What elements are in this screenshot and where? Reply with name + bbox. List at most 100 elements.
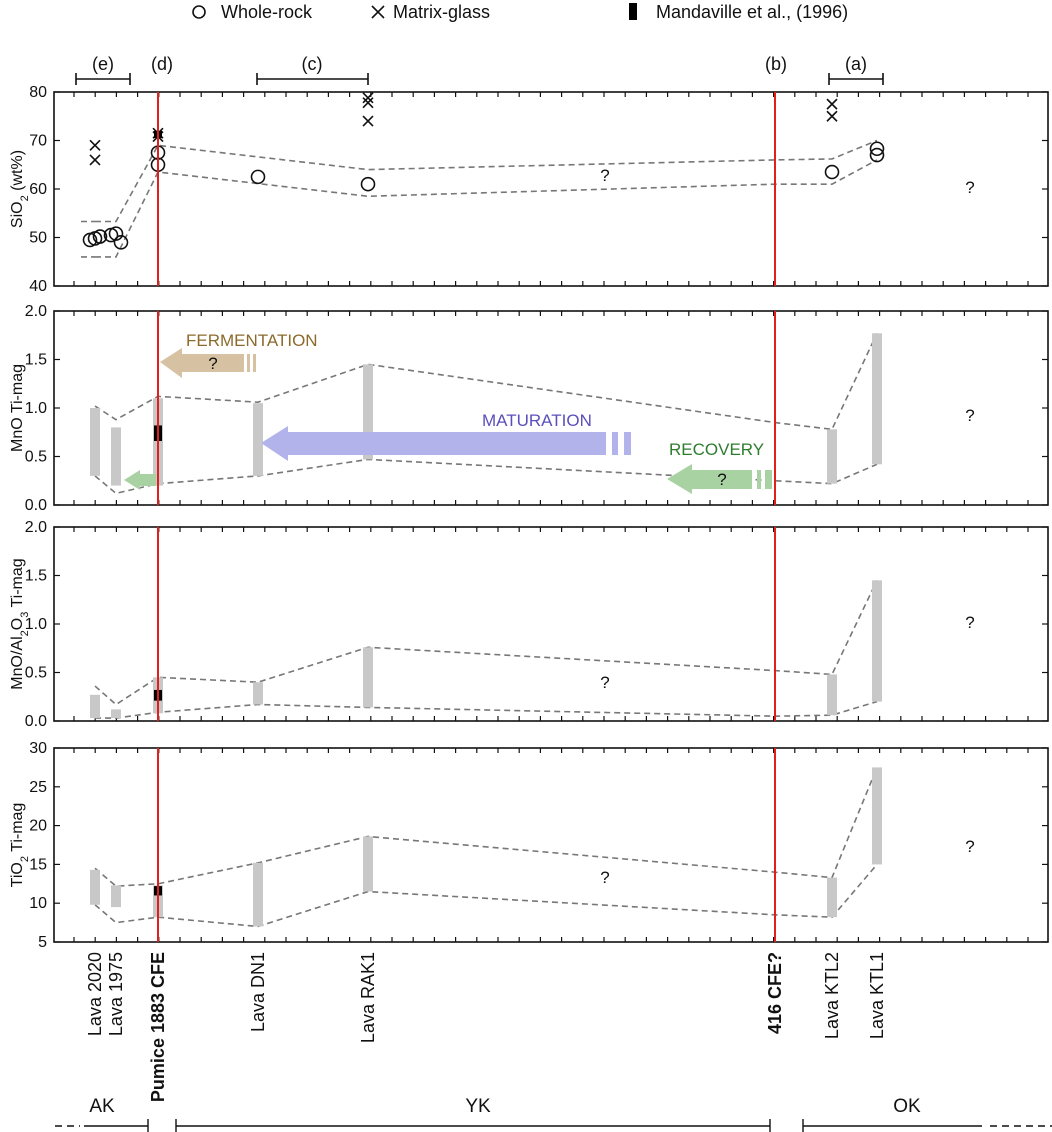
panel-3: 0.0 0.5 1.0 1.5 2.0 MnO/Al2O3 Ti-mag??: [9, 519, 1049, 730]
range-bar: [827, 429, 837, 484]
legend: Whole-rock Matrix-glass Mandaville et al…: [192, 2, 848, 22]
y-tick-label: 2.0: [25, 303, 47, 320]
period-label-a: (a): [845, 54, 867, 74]
matrix-glass-point: [826, 98, 838, 110]
question-mark: ?: [600, 166, 609, 185]
recovery-arrow: ?: [667, 464, 772, 494]
panel-2: 0.0 0.5 1.0 1.5 2.0 MnO Ti-mag?: [9, 303, 1049, 514]
envelope-lower: [94, 458, 878, 495]
envelope-lower: [95, 700, 878, 719]
whole-rock-point: [869, 141, 885, 157]
matrix-glass-point: [826, 110, 838, 122]
period-label-d: (d): [151, 54, 173, 74]
range-bar: [872, 767, 882, 865]
sample-label: Lava DN1: [248, 952, 268, 1032]
sample-label: Lava KTL2: [822, 952, 842, 1039]
fermentation-arrow: ?: [160, 348, 256, 378]
y-axis-label: MnO Ti-mag: [9, 364, 26, 452]
range-bar: [827, 674, 837, 716]
question-mark: ?: [965, 406, 974, 425]
y-tick-label: 2.0: [25, 519, 47, 536]
recovery-label: RECOVERY: [669, 440, 764, 459]
maturation-label: MATURATION: [482, 411, 592, 430]
sample-label: Lava 2020: [85, 952, 105, 1036]
period-label-e: (e): [92, 54, 114, 74]
panel-4: 5 10 15 20 25 30 TiO2 Ti-mag??: [9, 740, 1049, 951]
y-tick-label: 0.0: [25, 497, 47, 514]
range-bar: [111, 709, 121, 719]
sample-label: Lava 1975: [106, 952, 126, 1036]
y-tick-label: 0.0: [25, 713, 47, 730]
matrix-glass-point: [362, 97, 374, 109]
y-axis-label: SiO2 (wt%): [9, 150, 31, 228]
range-bar: [111, 427, 121, 486]
range-bar: [872, 333, 882, 465]
range-bar: [253, 403, 263, 476]
legend-whole-rock: Whole-rock: [221, 2, 313, 22]
range-bar: [253, 682, 263, 705]
whole-rock-point: [250, 169, 266, 185]
envelope-upper: [95, 139, 878, 223]
range-bar: [90, 408, 100, 476]
y-tick-label: 5: [38, 934, 47, 951]
legend-mandaville: Mandaville et al., (1996): [656, 2, 848, 22]
envelope-lower: [95, 159, 878, 258]
question-mark: ?: [965, 837, 974, 856]
matrix-glass-point: [362, 115, 374, 127]
question-mark: ?: [965, 178, 974, 197]
y-axis-label: TiO2 Ti-mag: [9, 803, 31, 888]
y-tick-label: 1.5: [25, 568, 47, 585]
legend-mandaville-marker: [629, 3, 637, 20]
y-tick-label: 50: [29, 230, 47, 247]
axis-frame: [53, 747, 1049, 943]
y-axis-label: MnO/Al2O3 Ti-mag: [9, 558, 31, 689]
period-brackets: [75, 73, 884, 85]
maturation-arrow: [261, 426, 631, 461]
y-tick-label: 1.5: [25, 352, 47, 369]
fermentation-label: FERMENTATION: [186, 331, 318, 350]
question-mark: ?: [717, 470, 726, 489]
range-bar: [90, 694, 100, 719]
question-mark: ?: [965, 613, 974, 632]
range-bar: [363, 836, 373, 892]
whole-rock-point: [108, 226, 124, 241]
sample-label: Lava KTL1: [867, 952, 887, 1039]
group-label-ok: OK: [893, 1096, 921, 1117]
y-tick-label: 30: [29, 740, 47, 757]
legend-matrix-glass: Matrix-glass: [393, 2, 490, 22]
legend-cross-marker: [371, 5, 385, 19]
panel-1: 40 50 60 70 80 SiO2 (wt%)??: [9, 84, 1049, 295]
y-tick-label: 60: [29, 181, 47, 198]
y-tick-label: 40: [29, 278, 47, 295]
envelope-lower: [94, 863, 878, 928]
axis-frame: [53, 91, 1049, 287]
panels: 40 50 60 70 80 SiO2 (wt%) ?? 0.0 0.5 1.0 1.5 2.0 MnO…: [9, 84, 1049, 951]
axis-frame: [53, 526, 1049, 722]
envelope-upper: [94, 767, 878, 887]
matrix-glass-point: [362, 92, 374, 104]
sample-label: 416 CFE?: [765, 952, 785, 1034]
legend-circle-marker: [192, 5, 206, 19]
y-tick-label: 0.5: [25, 449, 47, 466]
y-tick-label: 80: [29, 84, 47, 101]
range-bar: [827, 877, 837, 918]
period-label-c: (c): [302, 54, 323, 74]
whole-rock-point: [113, 235, 129, 250]
group-label-yk: YK: [465, 1096, 491, 1117]
envelope-upper: [94, 580, 878, 706]
group-brackets: [55, 1119, 1052, 1132]
sample-labels: Lava 2020 Lava 1975 Pumice 1883 CFE Lava DN…: [85, 952, 887, 1102]
y-tick-label: 25: [29, 779, 47, 796]
y-tick-label: 1.0: [25, 616, 47, 633]
y-tick-label: 15: [29, 856, 47, 873]
y-tick-label: 1.0: [25, 400, 47, 417]
group-label-ak: AK: [89, 1096, 115, 1117]
range-bar: [253, 862, 263, 927]
period-label-b: (b): [765, 54, 787, 74]
y-tick-label: 20: [29, 818, 47, 835]
whole-rock-point: [869, 147, 885, 163]
matrix-glass-point: [89, 154, 101, 166]
sample-label: Pumice 1883 CFE: [148, 952, 168, 1102]
sample-label: Lava RAK1: [358, 952, 378, 1043]
